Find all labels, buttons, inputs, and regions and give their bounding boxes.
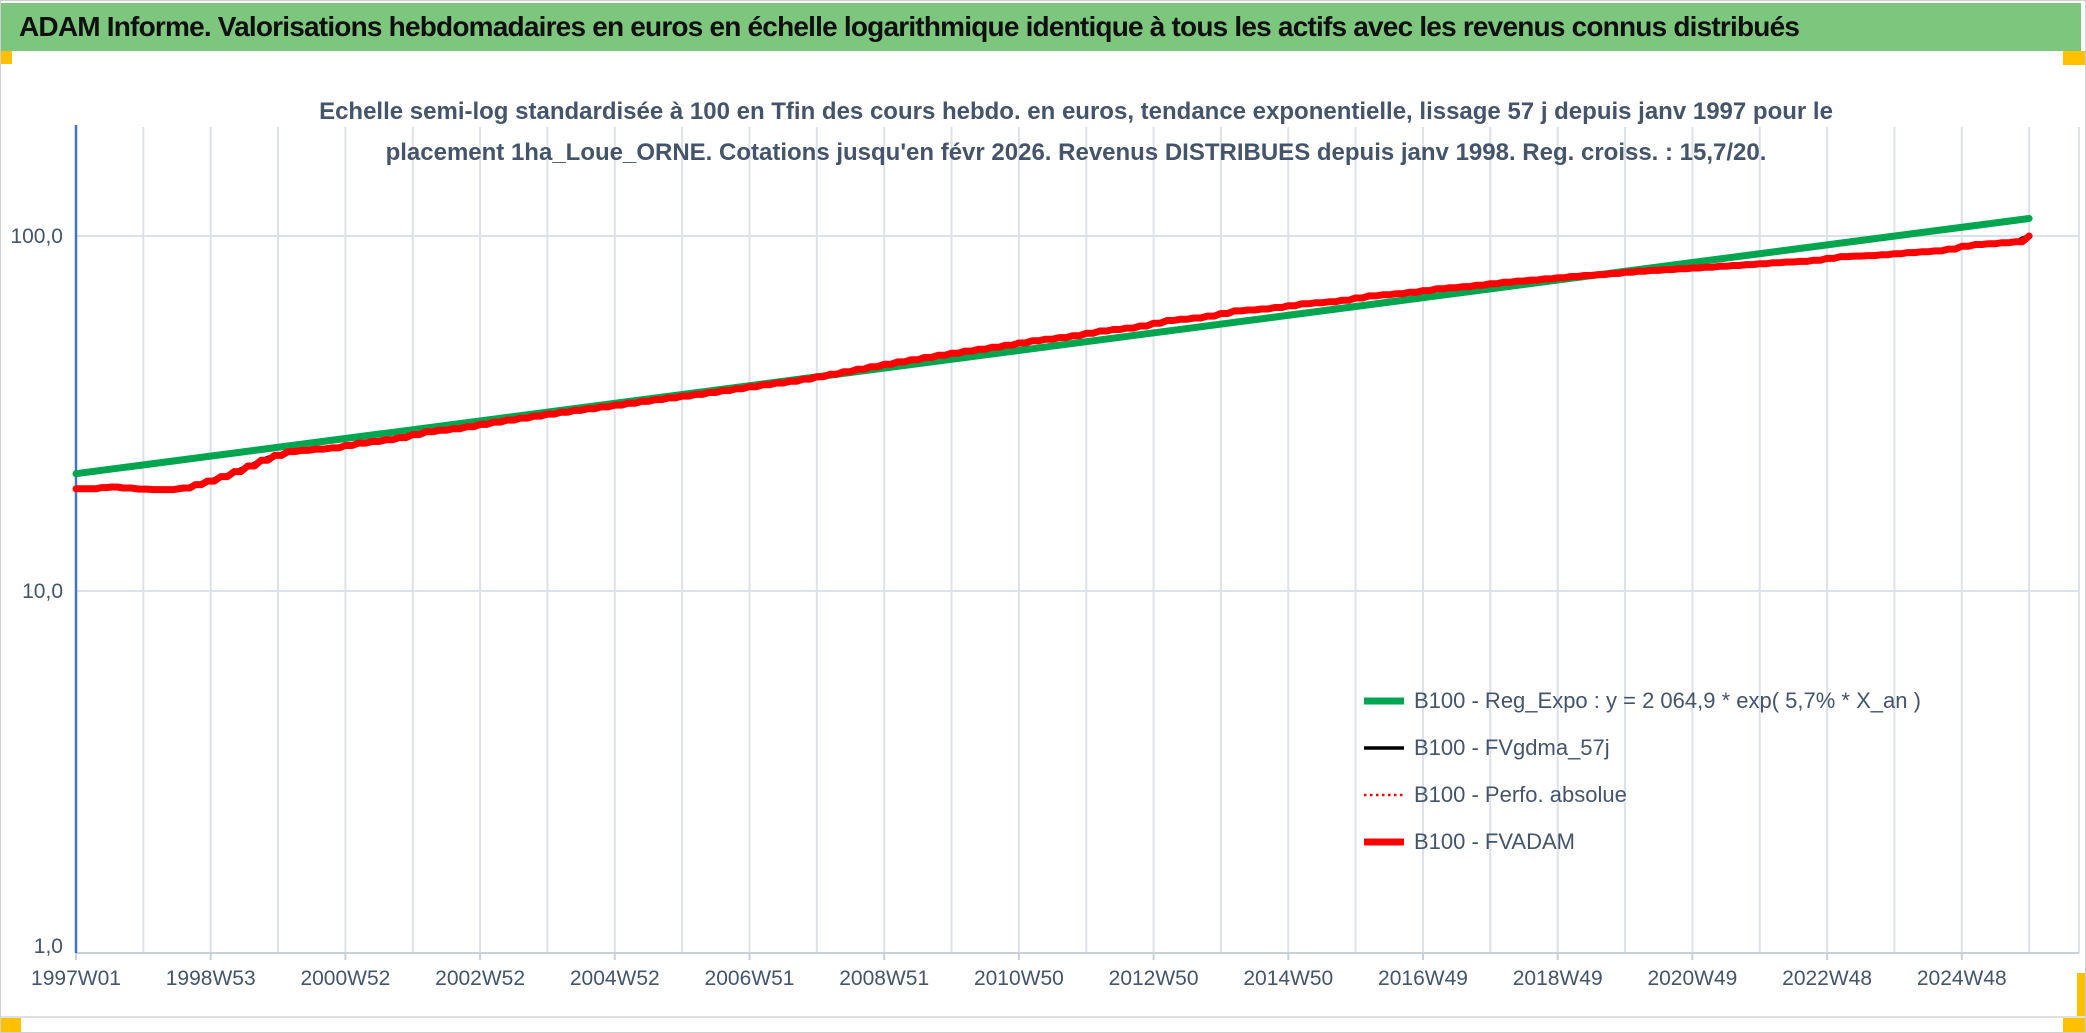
x-tick-label: 1998W53 <box>166 967 256 990</box>
x-tick-label: 2020W49 <box>1647 967 1737 990</box>
x-tick-label: 1997W01 <box>31 967 121 990</box>
chart-subtitle-line-1: Echelle semi-log standardisée à 100 en T… <box>319 98 1833 125</box>
x-tick-label: 2024W48 <box>1917 967 2007 990</box>
window-title: ADAM Informe. Valorisations hebdomadaire… <box>19 11 1800 42</box>
accent-mark-bottom-right-block <box>2063 1017 2085 1032</box>
accent-mark-bottom-right-strip <box>2077 973 2085 1017</box>
x-tick-label: 2000W52 <box>300 967 390 990</box>
x-tick-label: 2006W51 <box>705 967 795 990</box>
series-fvadam <box>72 232 2033 494</box>
legend-line-icon <box>1364 793 1404 796</box>
legend-row: B100 - Perfo. absolue <box>1363 771 1921 818</box>
series-perfo-absolue <box>76 235 2030 491</box>
accent-mark-top-left <box>1 51 12 64</box>
x-tick-label: 2004W52 <box>570 967 660 990</box>
x-tick-label: 2002W52 <box>435 967 525 990</box>
x-tick-label: 2008W51 <box>839 967 929 990</box>
series-reg-expo <box>72 215 2033 478</box>
chart-legend: B100 - Reg_Expo : y = 2 064,9 * exp( 5,7… <box>1363 677 1921 865</box>
x-tick-label: 2014W50 <box>1243 967 1333 990</box>
bottom-divider <box>1 1016 2085 1018</box>
y-tick-label: 10,0 <box>22 580 63 603</box>
y-tick-labels: 100,0 10,0 1,0 <box>10 225 63 958</box>
legend-label: B100 - Reg_Expo : y = 2 064,9 * exp( 5,7… <box>1414 687 1921 713</box>
legend-line-icon <box>1364 745 1404 750</box>
legend-row: B100 - FVADAM <box>1363 818 1921 865</box>
x-tick-label: 2012W50 <box>1109 967 1199 990</box>
gridlines <box>76 127 2080 953</box>
legend-label: B100 - FVADAM <box>1414 828 1575 854</box>
chart-subtitle-line-2: placement 1ha_Loue_ORNE. Cotations jusqu… <box>385 139 1767 166</box>
accent-mark-top-right <box>2063 51 2085 65</box>
x-axis <box>75 952 2079 960</box>
legend-label: B100 - FVgdma_57j <box>1414 734 1610 760</box>
legend-label: B100 - Perfo. absolue <box>1414 781 1627 807</box>
x-tick-label: 2018W49 <box>1513 967 1603 990</box>
legend-line-icon <box>1364 838 1404 845</box>
accent-mark-bottom-left <box>1 1017 21 1032</box>
x-tick-labels: 1997W01 1998W53 2000W52 2002W52 2004W52 2006W… <box>31 967 2007 990</box>
legend-row: B100 - Reg_Expo : y = 2 064,9 * exp( 5,7… <box>1363 677 1921 724</box>
x-tick-label: 2010W50 <box>974 967 1064 990</box>
y-tick-label: 1,0 <box>34 935 63 958</box>
chart-subtitle: Echelle semi-log standardisée à 100 en T… <box>81 91 2071 173</box>
legend-row: B100 - FVgdma_57j <box>1363 724 1921 771</box>
window-title-bar: ADAM Informe. Valorisations hebdomadaire… <box>1 3 2081 51</box>
y-tick-label: 100,0 <box>10 225 63 248</box>
legend-line-icon <box>1364 697 1404 704</box>
x-tick-label: 2016W49 <box>1378 967 1468 990</box>
x-tick-label: 2022W48 <box>1782 967 1872 990</box>
series-fvgdma <box>76 234 2030 492</box>
